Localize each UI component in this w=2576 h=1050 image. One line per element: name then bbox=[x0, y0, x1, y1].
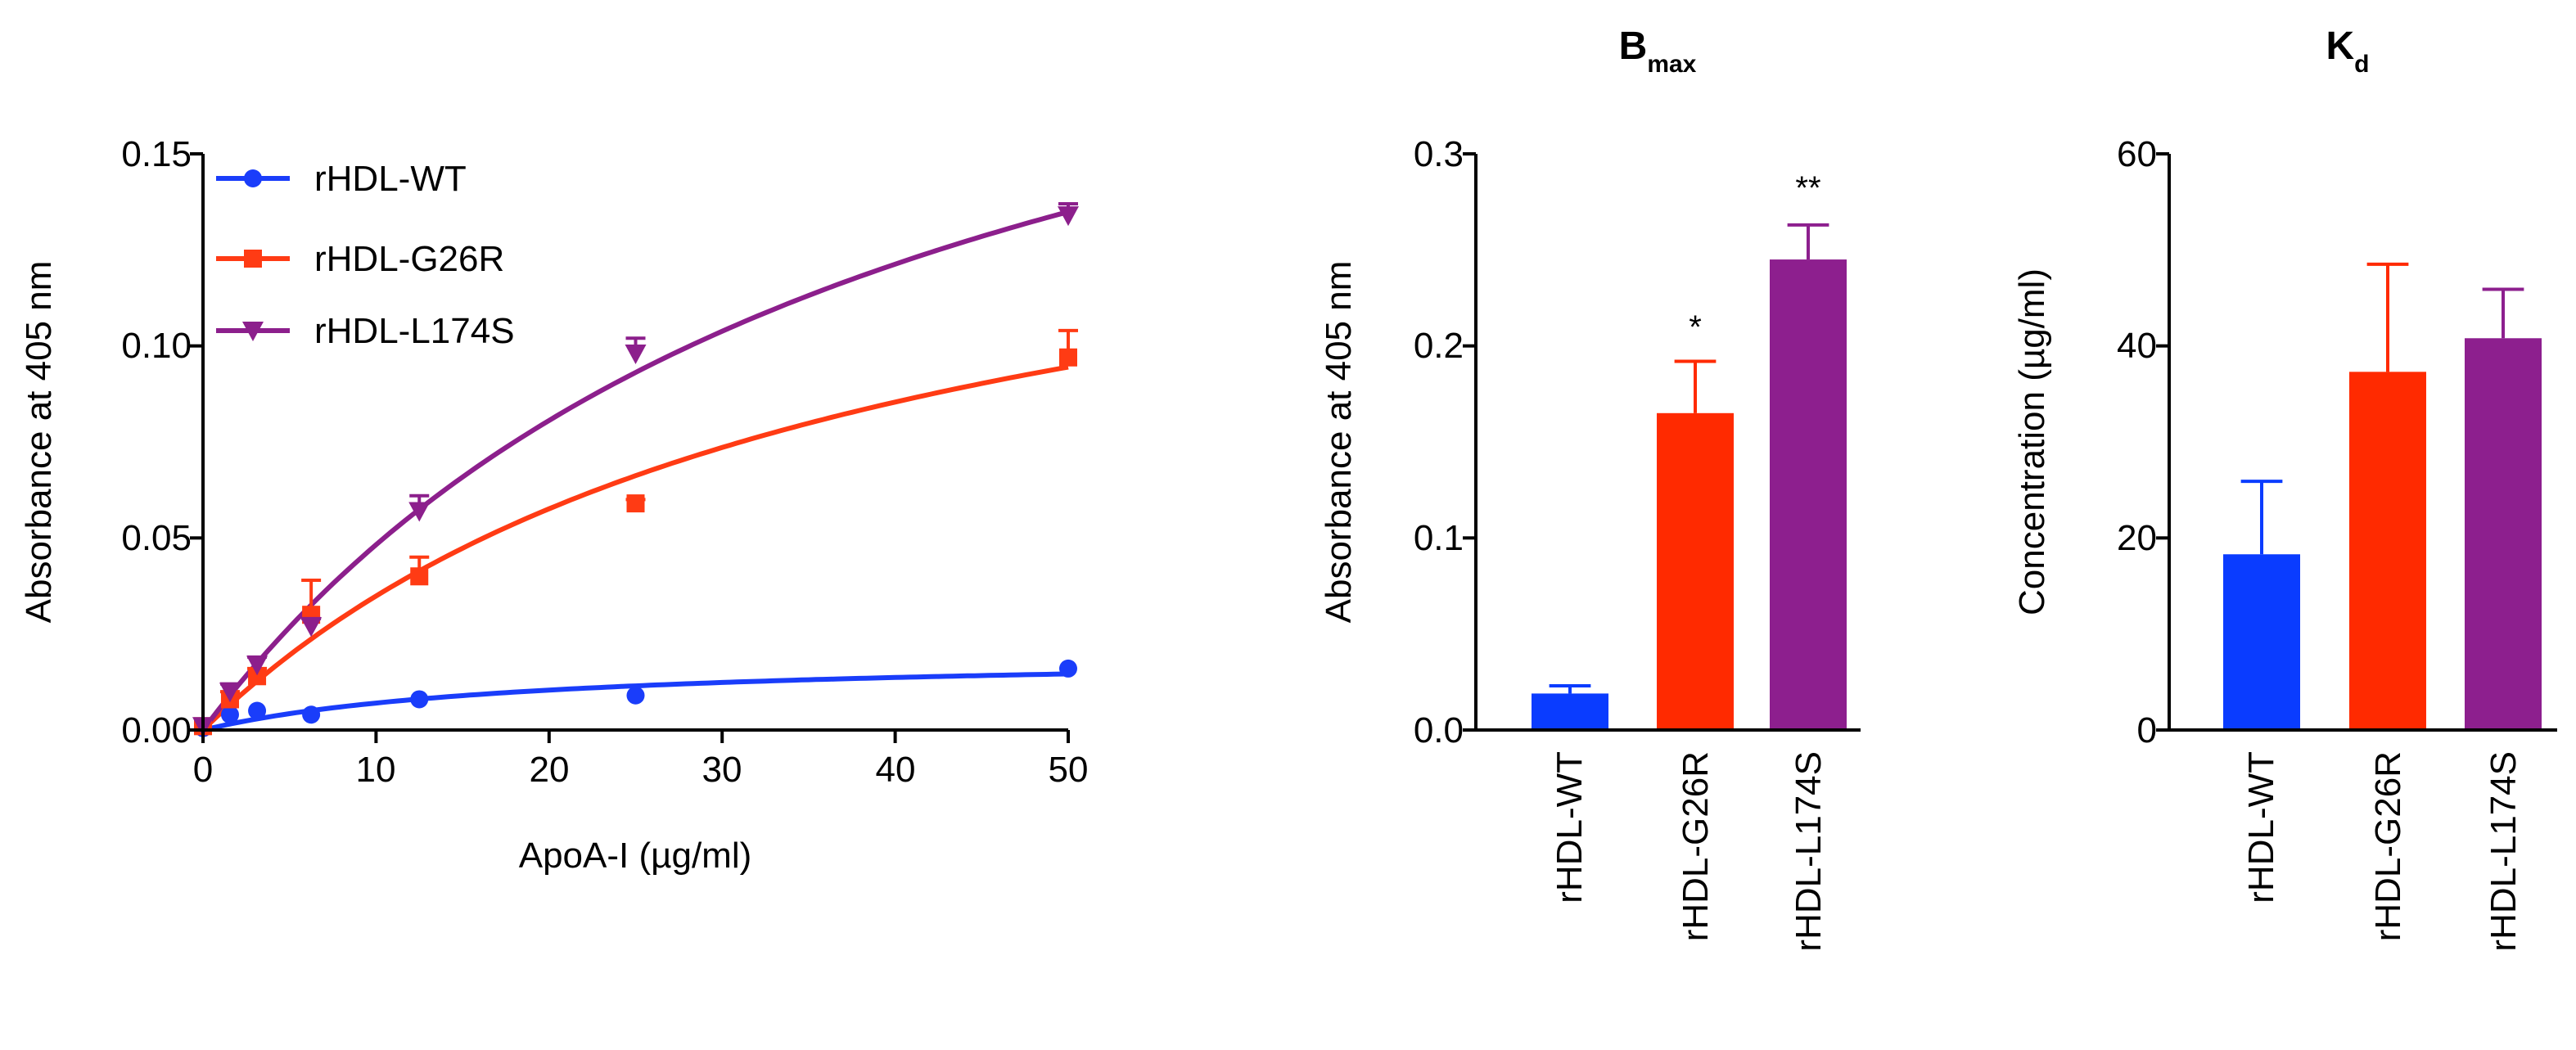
legend-item-wt: rHDL-WT bbox=[216, 159, 467, 199]
y-tick-label: 0.3 bbox=[1414, 134, 1464, 174]
data-point bbox=[300, 617, 323, 638]
data-point bbox=[410, 567, 429, 586]
data-point bbox=[410, 690, 429, 709]
data-point bbox=[408, 502, 431, 522]
legend: rHDL-WT rHDL-G26R rHDL-L174S bbox=[216, 159, 515, 351]
y-tick-label: 20 bbox=[2117, 518, 2157, 558]
significance-label: * bbox=[1689, 309, 1702, 345]
x-tick-label: 50 bbox=[1049, 750, 1089, 790]
panel-title: Kd bbox=[2326, 25, 2370, 78]
y-tick-label: 0.0 bbox=[1414, 710, 1464, 750]
x-tick-label: 40 bbox=[876, 750, 916, 790]
y-tick-marks bbox=[190, 152, 203, 732]
data-point bbox=[220, 705, 239, 724]
bar bbox=[1657, 412, 1734, 730]
data-point bbox=[1059, 659, 1077, 678]
x-axis-label: ApoA-I (µg/ml) bbox=[519, 836, 752, 876]
category-label: rHDL-L174S bbox=[1789, 751, 1829, 952]
y-tick-label: 0.10 bbox=[121, 326, 192, 366]
category-label: rHDL-WT bbox=[2241, 751, 2281, 904]
legend-marker-square bbox=[244, 250, 262, 268]
data-point bbox=[248, 701, 267, 720]
bar-series bbox=[1532, 223, 1847, 731]
panel-title: Bmax bbox=[1619, 25, 1697, 78]
x-tick-marks bbox=[201, 730, 1070, 743]
kd-bar-panel: Kd 0 20 40 60 Concentration (µg/ml) rHDL… bbox=[2012, 25, 2557, 952]
panel-title-subscript: d bbox=[2354, 51, 2369, 78]
legend-item-g26r: rHDL-G26R bbox=[216, 239, 504, 279]
y-tick-label: 0.1 bbox=[1414, 518, 1464, 558]
panel-title-main: K bbox=[2326, 25, 2355, 68]
y-tick-marks bbox=[1463, 152, 1476, 732]
y-axis bbox=[190, 152, 205, 732]
y-axis bbox=[2156, 152, 2171, 732]
y-tick-label: 60 bbox=[2117, 134, 2157, 174]
y-tick-marks bbox=[2156, 152, 2169, 732]
y-axis-label: Absorbance at 405 nm bbox=[1319, 261, 1359, 624]
significance-label: ** bbox=[1795, 170, 1820, 206]
y-tick-label: 0.00 bbox=[121, 710, 192, 750]
bmax-bar-panel: Bmax 0.0 0.1 0.2 0.3 Absorbance at 405 n… bbox=[1319, 25, 1861, 952]
x-tick-label: 30 bbox=[702, 750, 742, 790]
y-tick-label: 0.2 bbox=[1414, 326, 1464, 366]
bar bbox=[1770, 259, 1847, 731]
data-point bbox=[625, 345, 647, 365]
y-tick-label: 40 bbox=[2117, 326, 2157, 366]
bar bbox=[2349, 372, 2426, 730]
x-tick-label: 10 bbox=[356, 750, 396, 790]
bar bbox=[2223, 554, 2300, 730]
y-axis bbox=[1463, 152, 1477, 732]
category-label: rHDL-L174S bbox=[2484, 751, 2524, 952]
data-point bbox=[626, 686, 645, 705]
legend-label: rHDL-L174S bbox=[314, 311, 515, 351]
category-label: rHDL-G26R bbox=[1676, 751, 1716, 941]
panel-title-main: B bbox=[1619, 25, 1648, 68]
panel-title-subscript: max bbox=[1647, 51, 1696, 78]
data-point bbox=[1058, 206, 1079, 227]
y-tick-label: 0 bbox=[2137, 710, 2157, 750]
data-point bbox=[246, 656, 268, 676]
legend-label: rHDL-WT bbox=[314, 159, 467, 199]
data-point bbox=[219, 683, 241, 703]
curve-fit-lines bbox=[201, 209, 1069, 732]
curve-data-points bbox=[192, 202, 1079, 737]
legend-label: rHDL-G26R bbox=[314, 239, 504, 279]
data-point bbox=[248, 667, 267, 686]
x-axis bbox=[201, 728, 1070, 743]
fit-curve bbox=[201, 364, 1069, 732]
legend-item-l174s: rHDL-L174S bbox=[216, 311, 515, 351]
binding-curve-panel: 0.00 0.05 0.10 0.15 0 10 20 30 40 50 Apo… bbox=[19, 134, 1088, 876]
data-point bbox=[302, 705, 321, 724]
bar bbox=[1532, 693, 1608, 730]
legend-marker-triangle bbox=[242, 322, 264, 341]
fit-curve bbox=[201, 209, 1069, 732]
bar bbox=[2465, 338, 2542, 730]
y-tick-label: 0.05 bbox=[121, 518, 192, 558]
fit-curve bbox=[202, 671, 1069, 732]
x-tick-label: 0 bbox=[193, 750, 213, 790]
bar-series bbox=[2223, 262, 2542, 730]
data-point bbox=[1059, 348, 1077, 367]
data-point bbox=[626, 494, 645, 513]
y-tick-label: 0.15 bbox=[121, 134, 192, 174]
x-tick-label: 20 bbox=[530, 750, 570, 790]
y-axis-label: Concentration (µg/ml) bbox=[2012, 268, 2052, 615]
category-label: rHDL-WT bbox=[1550, 751, 1590, 904]
y-axis-label: Absorbance at 405 nm bbox=[19, 261, 59, 624]
category-label: rHDL-G26R bbox=[2368, 751, 2408, 941]
legend-marker-circle bbox=[244, 169, 262, 187]
